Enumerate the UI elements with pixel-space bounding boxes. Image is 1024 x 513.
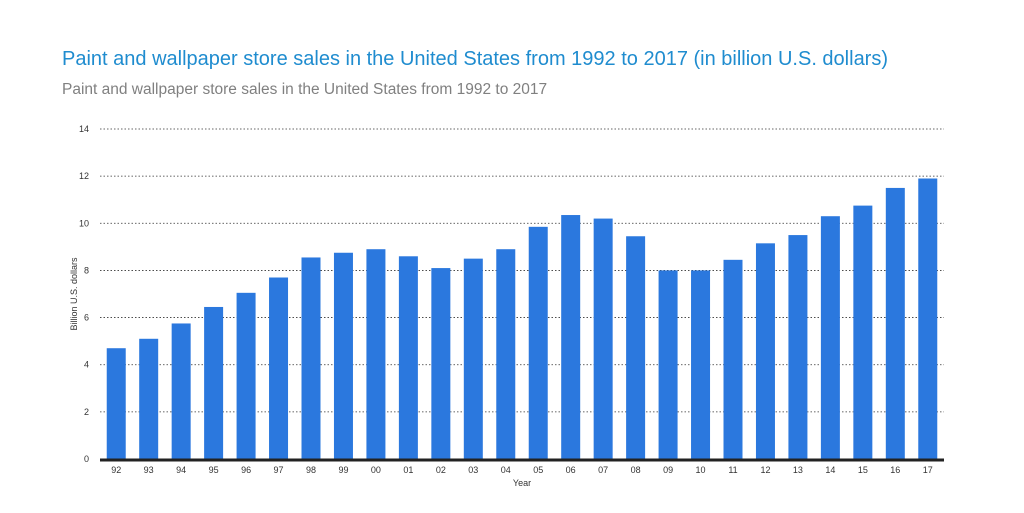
bar-01 bbox=[398, 256, 418, 459]
bar-10 bbox=[691, 270, 711, 459]
bar-92 bbox=[106, 348, 126, 459]
bar-13 bbox=[788, 235, 808, 459]
x-tick-label: 17 bbox=[923, 465, 933, 475]
y-tick-label: 10 bbox=[79, 218, 89, 228]
bar-00 bbox=[366, 249, 386, 459]
y-tick-label: 12 bbox=[79, 171, 89, 181]
bar-96 bbox=[236, 292, 256, 459]
bar-02 bbox=[431, 268, 451, 459]
x-tick-label: 98 bbox=[306, 465, 316, 475]
x-axis-ticks: 92 93 94 95 96 97 98 99 00 01 02 03 04 05 06 07 08 09 10 11… bbox=[111, 465, 933, 475]
bar-14 bbox=[820, 216, 840, 459]
bar-05 bbox=[528, 226, 548, 459]
bar-98 bbox=[301, 257, 321, 459]
y-tick-label: 4 bbox=[84, 360, 89, 370]
gridlines bbox=[100, 128, 944, 413]
bar-94 bbox=[171, 323, 191, 459]
bar-97 bbox=[269, 277, 289, 459]
bar-12 bbox=[755, 243, 775, 459]
x-tick-label: 93 bbox=[144, 465, 154, 475]
x-tick-label: 03 bbox=[468, 465, 478, 475]
x-tick-label: 95 bbox=[209, 465, 219, 475]
y-tick-label: 2 bbox=[84, 407, 89, 417]
x-tick-label: 94 bbox=[176, 465, 186, 475]
bar-99 bbox=[333, 252, 353, 459]
bar-series bbox=[106, 178, 938, 459]
x-tick-label: 16 bbox=[890, 465, 900, 475]
x-tick-label: 06 bbox=[566, 465, 576, 475]
y-tick-label: 14 bbox=[79, 124, 89, 134]
x-tick-label: 11 bbox=[728, 465, 737, 475]
bar-15 bbox=[853, 205, 873, 459]
x-tick-label: 14 bbox=[825, 465, 835, 475]
y-tick-label: 6 bbox=[84, 313, 89, 323]
bar-93 bbox=[139, 338, 159, 459]
x-tick-label: 01 bbox=[403, 465, 413, 475]
bar-03 bbox=[463, 258, 483, 459]
bar-07 bbox=[593, 218, 613, 459]
bar-08 bbox=[626, 236, 646, 459]
y-axis-ticks: 0 2 4 6 8 10 12 14 bbox=[79, 124, 89, 464]
y-tick-label: 8 bbox=[84, 265, 89, 275]
chart-subtitle: Paint and wallpaper store sales in the U… bbox=[62, 81, 548, 98]
x-tick-label: 05 bbox=[533, 465, 543, 475]
y-tick-label: 0 bbox=[84, 454, 89, 464]
bar-06 bbox=[561, 215, 581, 459]
bar-11 bbox=[723, 259, 743, 459]
x-tick-label: 13 bbox=[793, 465, 803, 475]
chart-title: Paint and wallpaper store sales in the U… bbox=[62, 48, 889, 70]
x-tick-label: 92 bbox=[111, 465, 121, 475]
x-tick-label: 97 bbox=[274, 465, 284, 475]
x-tick-label: 00 bbox=[371, 465, 381, 475]
bar-04 bbox=[496, 249, 516, 459]
x-tick-label: 08 bbox=[631, 465, 641, 475]
x-tick-label: 15 bbox=[858, 465, 868, 475]
x-tick-label: 10 bbox=[696, 465, 706, 475]
x-tick-label: 04 bbox=[501, 465, 511, 475]
x-tick-label: 96 bbox=[241, 465, 251, 475]
x-tick-label: 02 bbox=[436, 465, 446, 475]
bar-17 bbox=[918, 178, 938, 459]
x-tick-label: 07 bbox=[598, 465, 608, 475]
x-axis-label: Year bbox=[513, 478, 531, 488]
x-tick-label: 99 bbox=[338, 465, 348, 475]
bar-95 bbox=[204, 306, 224, 459]
bar-09 bbox=[658, 270, 678, 459]
y-axis-label: Billion U.S. dollars bbox=[69, 257, 79, 331]
x-tick-label: 12 bbox=[760, 465, 770, 475]
x-tick-label: 09 bbox=[663, 465, 673, 475]
bar-16 bbox=[885, 187, 905, 459]
